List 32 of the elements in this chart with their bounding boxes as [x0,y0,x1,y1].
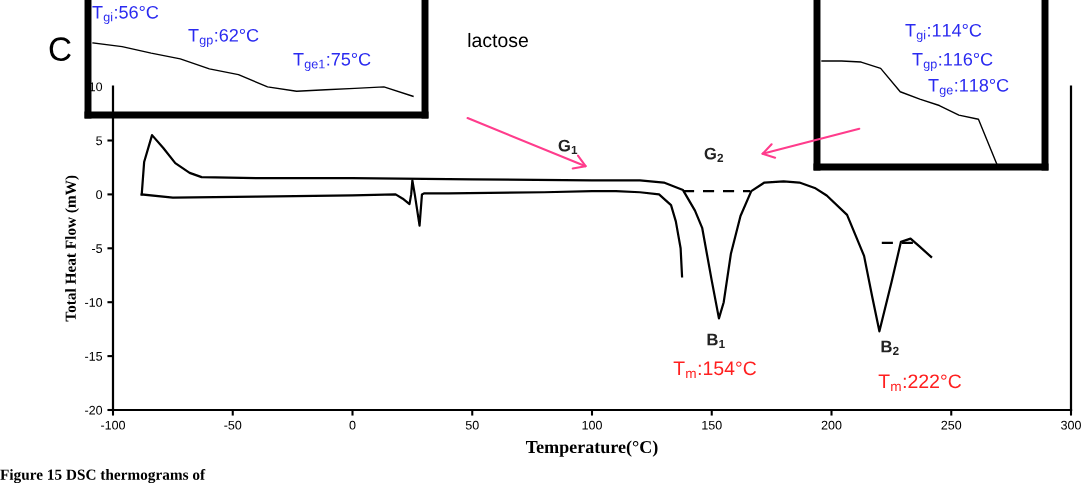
x-tick-label: 250 [941,420,962,430]
annotation: G$_{1}$ [558,139,578,154]
y-tick-label: -15 [85,352,103,361]
x-tick-label: 100 [582,420,602,430]
y-tick-label: -5 [92,244,103,253]
y-tick-label: 0 [96,190,103,200]
x-tick-label: 0 [349,420,356,430]
x-tick-label: -100 [101,420,126,430]
annotation: T$_{ge1}$:75°C [293,52,371,71]
y-tick-label: -20 [85,405,103,415]
caption: Figure 15 DSC thermograms of [0,468,206,483]
annotation: G$_{2}$ [704,147,724,162]
x-axis-title: Temperature(°C) [525,440,658,457]
annotation: T$_{ge}$:118°C [928,78,1009,97]
x-tick-label: 150 [702,420,722,430]
x-tick-label: 50 [465,420,479,430]
x-tick-label: -50 [224,420,242,430]
y-tick-label: -10 [85,298,103,307]
annotation: T$_{m}$:222°C [878,374,962,392]
annotation: T$_{m}$:154°C [673,361,757,379]
x-tick-label: 300 [1061,420,1081,430]
text: C [49,37,71,61]
y-tick-label: 5 [96,136,103,146]
chart-title: lactose [468,32,528,48]
x-tick-label: 200 [821,420,842,430]
y-axis-title: Total Heat Flow (mW) [65,175,79,322]
annotation: B$_{1}$ [707,333,725,348]
annotation: B$_{2}$ [881,340,899,355]
text: T$_{gi}$:56°C [92,5,159,24]
annotation: T$_{gp}$:62°C [188,28,259,47]
annotation: T$_{gp}$:116°C [912,52,993,71]
text: T$_{gi}$:114°C [905,23,982,42]
